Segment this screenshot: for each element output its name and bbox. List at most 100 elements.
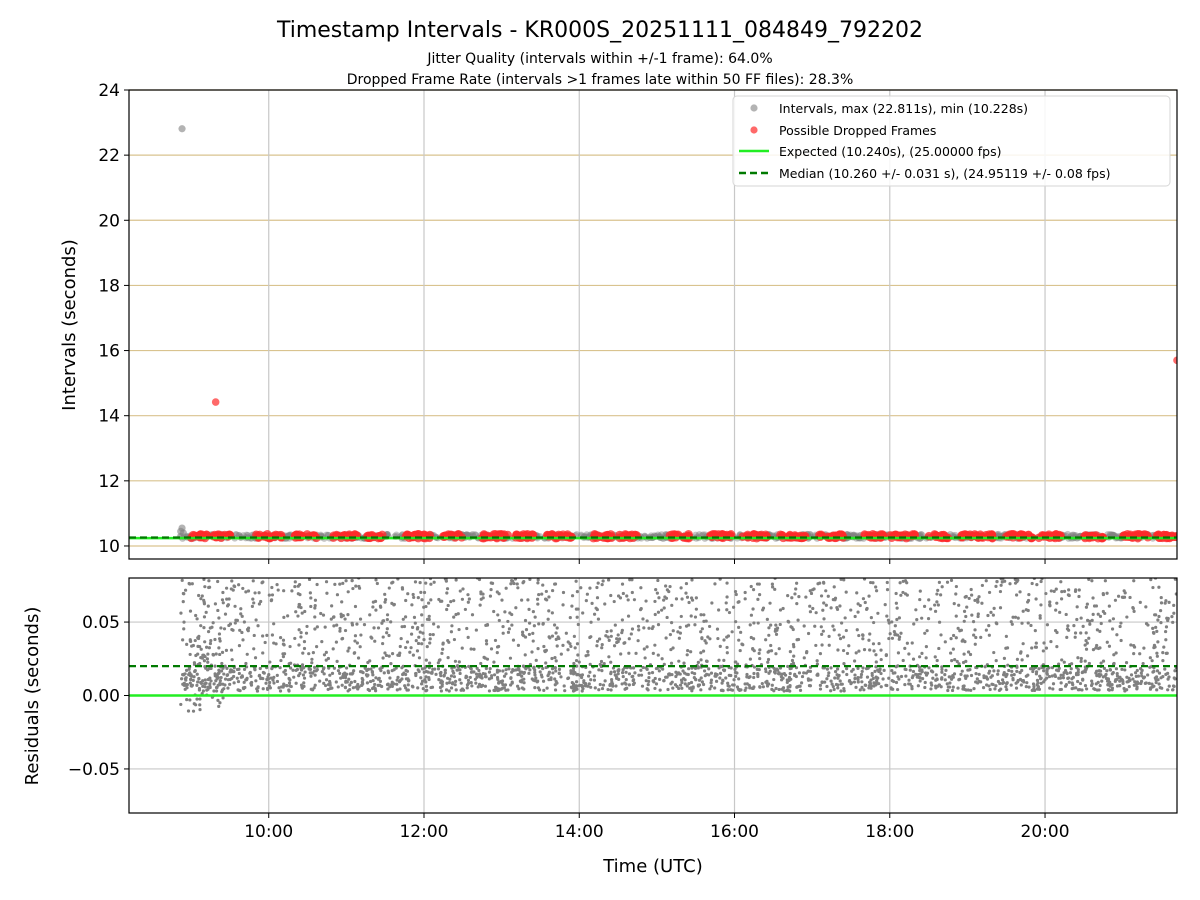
residual-point — [427, 677, 431, 682]
residual-point — [537, 592, 541, 597]
residual-point — [589, 678, 593, 682]
residual-point — [303, 670, 307, 674]
residual-point — [857, 633, 861, 638]
residual-point — [751, 607, 755, 611]
residual-point — [587, 674, 591, 678]
residual-point — [756, 621, 760, 625]
residual-point — [1157, 671, 1162, 675]
residual-point — [191, 678, 195, 683]
residual-point — [421, 687, 425, 691]
residual-point — [823, 680, 827, 684]
residual-point — [224, 648, 229, 652]
residual-point — [1152, 631, 1156, 635]
residual-point — [501, 631, 505, 635]
residual-point — [899, 674, 904, 679]
interval-point — [658, 531, 665, 539]
residual-point — [696, 660, 700, 664]
residual-point — [894, 680, 899, 685]
residual-point — [422, 590, 427, 595]
residual-point — [330, 671, 335, 675]
residual-point — [383, 598, 388, 602]
residual-point — [1154, 675, 1159, 679]
residual-point — [566, 640, 570, 644]
residual-point — [788, 667, 792, 671]
residual-point — [420, 667, 425, 671]
residual-point — [668, 584, 672, 589]
dropped-frame-outlier-point — [1173, 356, 1177, 365]
residual-point — [827, 671, 831, 675]
residual-point — [1057, 676, 1061, 680]
residual-point — [788, 649, 792, 654]
residual-point — [340, 683, 344, 687]
residual-point — [601, 683, 606, 687]
residual-point — [489, 581, 493, 585]
residual-point — [1039, 681, 1043, 685]
residual-point — [536, 602, 540, 606]
residual-point — [217, 616, 221, 620]
residual-point — [471, 670, 475, 674]
residual-point — [1011, 615, 1015, 619]
residual-point — [196, 636, 201, 641]
residual-point — [797, 595, 801, 599]
residual-point — [1044, 646, 1049, 650]
residual-point — [424, 581, 428, 585]
residual-point — [813, 624, 817, 628]
residual-point — [511, 667, 515, 672]
residual-point — [336, 669, 341, 673]
residual-point — [386, 687, 390, 691]
residual-point — [678, 631, 682, 635]
residual-point — [458, 671, 462, 676]
residual-point — [1034, 641, 1038, 645]
residual-point — [315, 582, 319, 587]
residual-point — [895, 617, 899, 622]
residual-point — [436, 661, 440, 665]
residual-point — [1157, 682, 1161, 686]
residual-point — [1116, 594, 1121, 598]
residual-point — [647, 626, 651, 630]
residual-point — [824, 603, 828, 607]
residual-point — [702, 669, 707, 673]
residual-point — [619, 652, 623, 656]
residual-point — [887, 676, 891, 680]
residual-point — [1127, 676, 1131, 680]
residual-point — [1150, 659, 1154, 663]
residual-point — [533, 670, 537, 675]
residual-point — [861, 666, 865, 670]
residual-point — [927, 598, 931, 602]
residual-point — [374, 578, 378, 582]
residual-point — [613, 673, 617, 677]
residual-point — [970, 593, 974, 597]
residual-point — [842, 686, 846, 691]
residual-point — [296, 614, 300, 618]
residual-point — [586, 653, 590, 657]
residual-point — [973, 598, 977, 603]
residual-point — [477, 674, 481, 678]
residual-point — [660, 608, 664, 612]
residual-point — [1155, 651, 1159, 655]
residual-point — [749, 584, 753, 589]
residual-point — [768, 601, 772, 605]
residual-point — [338, 629, 342, 633]
residual-point — [424, 684, 429, 688]
residual-point — [658, 688, 662, 692]
residual-point — [199, 656, 203, 660]
intervals-y-tick-label: 10 — [98, 537, 120, 557]
residual-point — [533, 679, 538, 683]
residual-point — [852, 659, 857, 663]
residual-point — [324, 658, 328, 662]
residual-point — [239, 612, 243, 616]
residual-point — [240, 630, 244, 635]
residual-point — [772, 677, 776, 682]
residual-point — [557, 667, 562, 672]
residual-point — [293, 584, 297, 589]
residual-point — [774, 686, 778, 691]
residual-point — [839, 689, 843, 693]
residual-point — [778, 608, 783, 612]
residual-point — [661, 667, 665, 671]
residual-point — [725, 581, 729, 585]
residual-point — [506, 630, 511, 634]
residual-point — [541, 583, 545, 587]
residual-point — [569, 669, 573, 673]
residual-point — [1155, 669, 1160, 673]
residual-point — [356, 656, 361, 660]
